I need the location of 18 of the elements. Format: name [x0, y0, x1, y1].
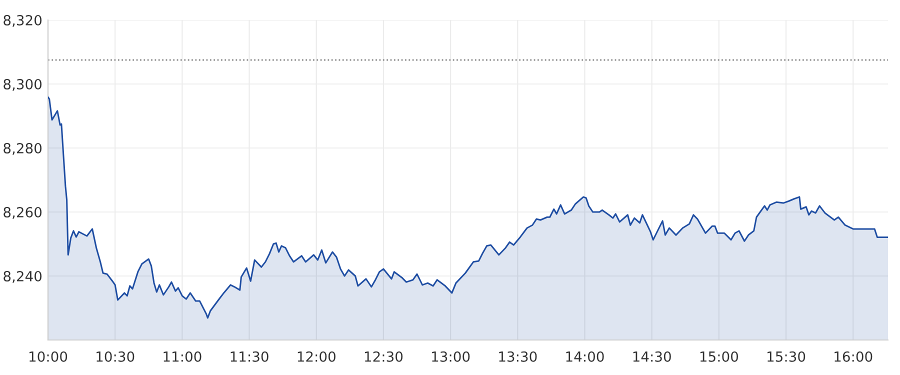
- x-tick-label: 12:30: [364, 351, 403, 362]
- x-tick-label: 16:00: [834, 351, 872, 362]
- x-tick-label: 15:30: [768, 351, 806, 362]
- y-tick-label: 8,260: [4, 206, 42, 219]
- x-tick-label: 14:00: [566, 351, 604, 362]
- x-tick-label: 14:30: [633, 351, 671, 362]
- x-tick-label: 12:00: [298, 351, 336, 362]
- y-tick-label: 8,320: [4, 14, 42, 27]
- x-tick-label: 10:00: [30, 351, 68, 362]
- x-tick-label: 15:00: [700, 351, 738, 362]
- y-tick-label: 8,280: [4, 142, 42, 155]
- x-tick-label: 13:00: [432, 351, 470, 362]
- y-tick-label: 8,240: [4, 270, 42, 283]
- x-tick-label: 13:30: [499, 351, 537, 362]
- x-tick-label: 11:00: [164, 351, 202, 362]
- y-tick-label: 8,300: [4, 78, 42, 91]
- x-tick-label: 11:30: [230, 351, 268, 362]
- x-tick-label: 10:30: [96, 351, 134, 362]
